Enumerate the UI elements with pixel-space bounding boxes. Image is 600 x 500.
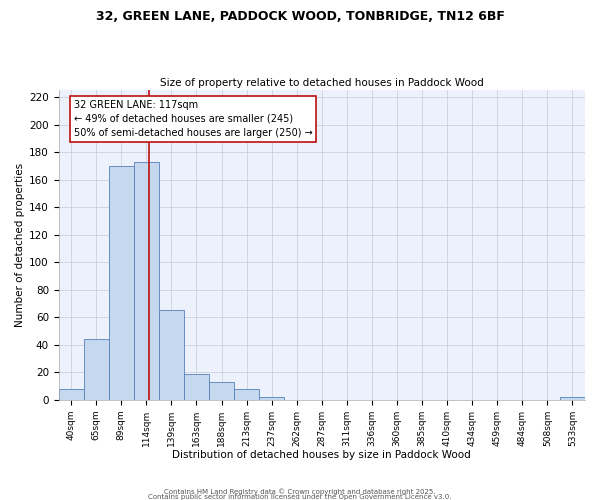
Text: Contains HM Land Registry data © Crown copyright and database right 2025.: Contains HM Land Registry data © Crown c… [164,488,436,495]
Bar [560,397,585,400]
Bar [184,374,209,400]
Bar [59,388,84,400]
Title: Size of property relative to detached houses in Paddock Wood: Size of property relative to detached ho… [160,78,484,88]
Bar [134,162,159,400]
Text: 32, GREEN LANE, PADDOCK WOOD, TONBRIDGE, TN12 6BF: 32, GREEN LANE, PADDOCK WOOD, TONBRIDGE,… [95,10,505,23]
Bar [209,382,234,400]
Bar [159,310,184,400]
Bar [259,397,284,400]
Text: Contains public sector information licensed under the Open Government Licence v3: Contains public sector information licen… [148,494,452,500]
Bar [234,388,259,400]
X-axis label: Distribution of detached houses by size in Paddock Wood: Distribution of detached houses by size … [172,450,471,460]
Text: 32 GREEN LANE: 117sqm
← 49% of detached houses are smaller (245)
50% of semi-det: 32 GREEN LANE: 117sqm ← 49% of detached … [74,100,313,138]
Bar [84,339,109,400]
Bar [109,166,134,400]
Y-axis label: Number of detached properties: Number of detached properties [15,163,25,327]
